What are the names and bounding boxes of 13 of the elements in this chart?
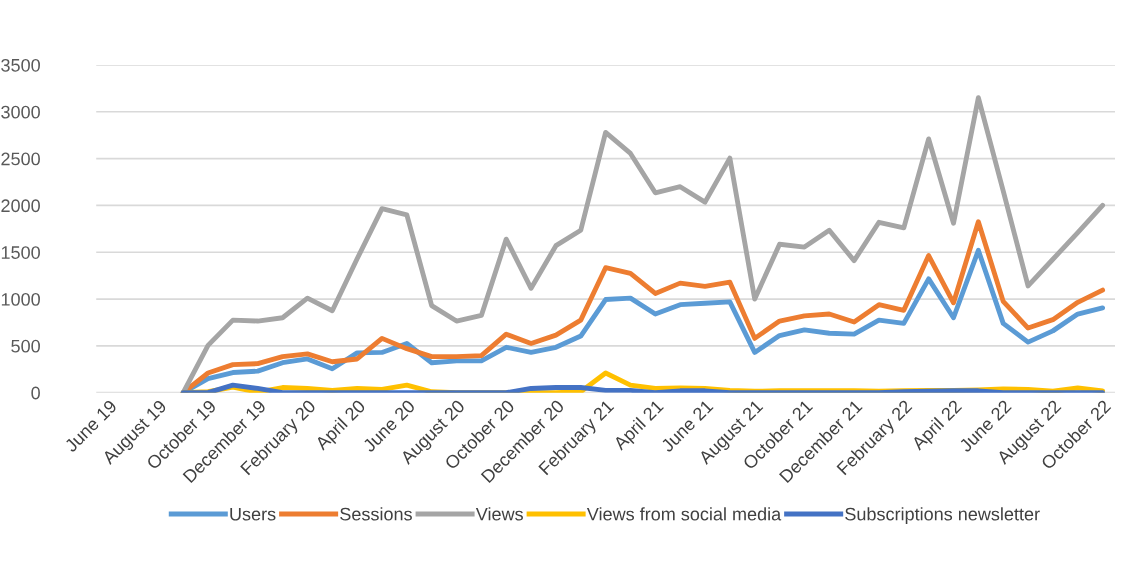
y-tick-label: 500: [11, 339, 40, 353]
y-tick-label: 2500: [1, 152, 40, 166]
legend-label: Users: [230, 507, 276, 521]
y-tick-label: 2000: [1, 199, 40, 213]
legend-label: Sessions: [340, 507, 412, 521]
legend-label: Subscriptions newsletter: [845, 507, 1040, 525]
y-tick-label: 1500: [1, 246, 40, 259]
y-tick-label: 1000: [1, 292, 40, 306]
y-tick-label: 3000: [1, 105, 40, 119]
y-tick-label: 0: [31, 386, 40, 400]
legend-label: Views: [475, 507, 523, 521]
legend-label: Views from social media: [586, 507, 782, 521]
y-tick-label: 3500: [1, 58, 40, 72]
